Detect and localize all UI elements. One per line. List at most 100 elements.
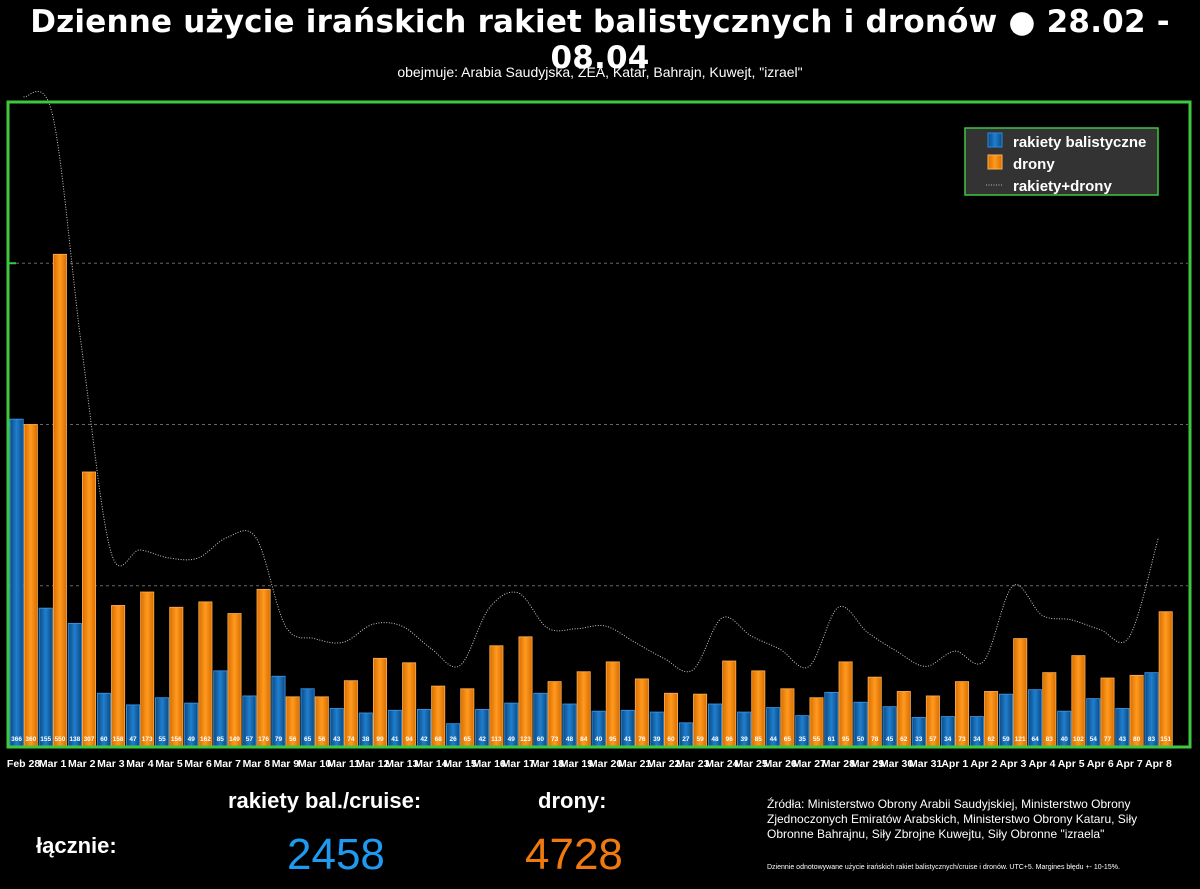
data-label-drones-13: 94 xyxy=(405,736,413,743)
x-tick-label-18: Mar 18 xyxy=(531,758,564,770)
data-label-drones-28: 95 xyxy=(842,736,850,743)
data-label-missiles-15: 26 xyxy=(449,736,457,743)
x-tick-label-15: Mar 15 xyxy=(443,758,476,770)
bar-drones-39 xyxy=(1158,611,1173,748)
total-label: łącznie: xyxy=(36,833,117,858)
bar-drones-12 xyxy=(372,657,387,748)
bar-missiles-2 xyxy=(67,622,82,748)
x-tick-label-2: Mar 2 xyxy=(68,758,96,770)
x-tick-label-16: Mar 16 xyxy=(473,758,506,770)
x-tick-label-25: Mar 25 xyxy=(734,758,767,770)
data-label-drones-24: 96 xyxy=(726,736,734,743)
legend: rakiety balistyczne drony rakiety+drony xyxy=(964,127,1159,196)
x-tick-label-23: Mar 23 xyxy=(676,758,709,770)
data-label-missiles-24: 48 xyxy=(711,736,719,743)
data-label-drones-2: 307 xyxy=(84,736,95,743)
data-label-missiles-31: 33 xyxy=(915,736,923,743)
data-label-missiles-26: 44 xyxy=(770,736,778,743)
x-tick-label-20: Mar 20 xyxy=(589,758,622,770)
bar-drones-24 xyxy=(722,660,737,748)
x-tick-label-39: Apr 8 xyxy=(1145,758,1172,770)
data-label-missiles-36: 40 xyxy=(1061,736,1069,743)
x-tick-label-0: Feb 28 xyxy=(7,758,40,770)
sum-line-path xyxy=(23,90,1159,673)
data-label-missiles-12: 38 xyxy=(362,736,370,743)
data-label-drones-36: 102 xyxy=(1073,736,1084,743)
data-label-drones-3: 158 xyxy=(113,736,124,743)
data-label-missiles-16: 42 xyxy=(479,736,487,743)
x-tick-label-5: Mar 5 xyxy=(155,758,183,770)
data-label-missiles-18: 60 xyxy=(537,736,545,743)
data-label-missiles-5: 55 xyxy=(158,736,166,743)
x-tick-label-9: Mar 9 xyxy=(272,758,300,770)
x-tick-label-6: Mar 6 xyxy=(184,758,212,770)
data-label-missiles-6: 49 xyxy=(188,736,196,743)
data-label-drones-15: 65 xyxy=(464,736,472,743)
bar-missiles-1 xyxy=(38,607,53,748)
data-label-missiles-10: 65 xyxy=(304,736,312,743)
data-label-missiles-21: 41 xyxy=(624,736,632,743)
data-label-drones-25: 85 xyxy=(755,736,763,743)
data-label-missiles-39: 83 xyxy=(1148,736,1156,743)
x-tick-label-14: Mar 14 xyxy=(414,758,447,770)
data-label-missiles-17: 49 xyxy=(508,736,516,743)
data-label-missiles-22: 39 xyxy=(653,736,661,743)
data-label-drones-39: 151 xyxy=(1160,736,1171,743)
data-label-missiles-8: 57 xyxy=(246,736,254,743)
bar-drones-20 xyxy=(605,661,620,748)
data-label-missiles-33: 34 xyxy=(973,736,981,743)
bar-drones-6 xyxy=(198,601,213,748)
legend-swatch-drones xyxy=(987,154,1003,170)
x-tick-label-30: Mar 30 xyxy=(880,758,913,770)
data-label-missiles-30: 45 xyxy=(886,736,894,743)
x-tick-label-26: Mar 26 xyxy=(764,758,797,770)
drones-total-label: drony: xyxy=(538,788,607,813)
data-label-drones-33: 62 xyxy=(987,736,995,743)
data-label-missiles-27: 35 xyxy=(799,736,807,743)
data-label-missiles-23: 27 xyxy=(682,736,690,743)
bar-drones-16 xyxy=(489,645,504,748)
data-label-drones-38: 80 xyxy=(1133,736,1141,743)
x-tick-label-38: Apr 7 xyxy=(1116,758,1143,770)
data-label-drones-23: 59 xyxy=(696,736,704,743)
bar-drones-17 xyxy=(518,636,533,748)
x-tick-label-22: Mar 22 xyxy=(647,758,680,770)
legend-label-sum: rakiety+drony xyxy=(1013,178,1112,195)
data-label-missiles-0: 366 xyxy=(11,736,22,743)
data-label-drones-26: 65 xyxy=(784,736,792,743)
data-label-drones-19: 84 xyxy=(580,736,588,743)
bar-drones-0 xyxy=(23,424,38,748)
x-tick-label-29: Mar 29 xyxy=(851,758,884,770)
bar-drones-13 xyxy=(402,662,417,748)
data-label-missiles-1: 155 xyxy=(40,736,51,743)
data-label-drones-29: 78 xyxy=(871,736,879,743)
x-tick-label-21: Mar 21 xyxy=(618,758,651,770)
data-label-drones-0: 360 xyxy=(25,736,36,743)
grid-lines xyxy=(8,262,1188,587)
data-label-drones-10: 56 xyxy=(318,736,326,743)
data-label-drones-37: 77 xyxy=(1104,736,1112,743)
page-title: Dzienne użycie irańskich rakiet balistyc… xyxy=(30,4,1170,76)
data-label-missiles-11: 43 xyxy=(333,736,341,743)
x-tick-label-34: Apr 3 xyxy=(1000,758,1027,770)
x-tick-label-24: Mar 24 xyxy=(705,758,738,770)
data-label-drones-9: 56 xyxy=(289,736,297,743)
data-label-drones-27: 55 xyxy=(813,736,821,743)
bar-drones-4 xyxy=(140,591,155,748)
data-label-drones-12: 99 xyxy=(376,736,384,743)
data-label-missiles-32: 34 xyxy=(944,736,952,743)
bar-drones-36 xyxy=(1071,655,1086,748)
footnote-text: Dziennie odnotowywane użycie irańskich r… xyxy=(767,864,1120,871)
x-tick-label-17: Mar 17 xyxy=(502,758,535,770)
data-label-missiles-13: 41 xyxy=(391,736,399,743)
plot-frame xyxy=(6,100,1192,749)
data-label-drones-31: 57 xyxy=(929,736,937,743)
data-label-drones-22: 60 xyxy=(667,736,675,743)
data-label-missiles-19: 48 xyxy=(566,736,574,743)
legend-label-missiles: rakiety balistyczne xyxy=(1013,134,1146,151)
data-label-drones-18: 73 xyxy=(551,736,559,743)
data-label-drones-7: 149 xyxy=(229,736,240,743)
legend-label-drones: drony xyxy=(1013,156,1055,173)
bar-missiles-0 xyxy=(9,418,24,748)
